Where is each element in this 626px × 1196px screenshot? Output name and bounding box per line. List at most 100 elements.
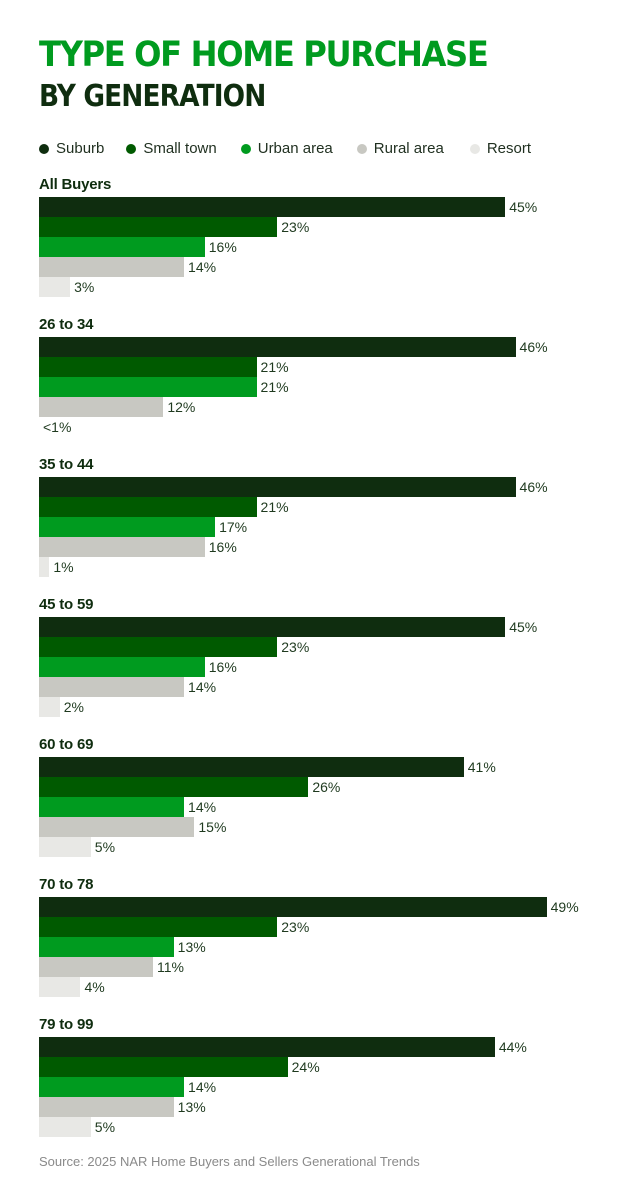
- bar-row-urban-area: 16%: [39, 237, 599, 257]
- bar-value-label: 2%: [63, 699, 84, 715]
- bar-value-label: 14%: [188, 259, 217, 275]
- bar-group: 26 to 34 46% 21% 21% 12% <1%: [39, 317, 599, 437]
- bar-group: 60 to 69 41% 26% 14% 15% 5%: [39, 737, 599, 857]
- bar-group: 79 to 99 44% 24% 14% 13% 5%: [39, 1017, 599, 1137]
- bar: [39, 617, 506, 637]
- bar-value-label: 41%: [467, 759, 496, 775]
- bar: [39, 1037, 495, 1057]
- bar-value-label: 16%: [208, 659, 237, 675]
- bar-value-label: 17%: [219, 519, 248, 535]
- bar-value-label: 16%: [208, 539, 237, 555]
- bar-row-suburb: 44%: [39, 1037, 599, 1057]
- bar: [39, 1057, 288, 1077]
- group-label: All Buyers: [39, 176, 112, 193]
- bar-value-label: 5%: [94, 839, 116, 855]
- bar: [39, 637, 278, 657]
- bar: [39, 1097, 174, 1117]
- legend-dot-icon: [126, 143, 137, 154]
- legend-item-resort: Resort: [469, 140, 532, 157]
- bar-group: 35 to 44 46% 21% 17% 16% 1%: [39, 457, 599, 577]
- legend-item-suburb: Suburb: [39, 140, 104, 157]
- legend-dot-icon: [469, 143, 480, 154]
- chart-title-line1: TYPE OF HOME PURCHASE: [39, 35, 489, 75]
- bar: [39, 477, 516, 497]
- bar-row-suburb: 46%: [39, 477, 599, 497]
- bar-row-rural-area: 13%: [39, 1097, 599, 1117]
- group-label: 79 to 99: [39, 1016, 94, 1033]
- bar-value-label: 24%: [291, 1059, 320, 1075]
- bar-value-label: <1%: [43, 419, 72, 435]
- bar-row-rural-area: 14%: [39, 677, 599, 697]
- legend-label: Small town: [143, 140, 217, 157]
- bar-value-label: 21%: [260, 499, 289, 515]
- bar: [39, 897, 547, 917]
- chart-legend: Suburb Small town Urban area Rural area Reso…: [39, 140, 531, 157]
- bar: [39, 377, 257, 397]
- bar-row-urban-area: 17%: [39, 517, 599, 537]
- bar: [39, 1077, 185, 1097]
- legend-dot-icon: [356, 143, 367, 154]
- bar: [39, 937, 174, 957]
- bar-value-label: 5%: [94, 1119, 116, 1135]
- bar-row-rural-area: 12%: [39, 397, 599, 417]
- group-label: 45 to 59: [39, 596, 94, 613]
- bar-value-label: 45%: [509, 199, 538, 215]
- bar-group: 45 to 59 45% 23% 16% 14% 2%: [39, 597, 599, 717]
- bar-row-suburb: 46%: [39, 337, 599, 357]
- group-label: 70 to 78: [39, 876, 94, 893]
- bar-value-label: 4%: [84, 979, 105, 995]
- legend-label: Urban area: [257, 140, 333, 157]
- bar-row-suburb: 45%: [39, 197, 599, 217]
- bar-row-resort: 3%: [39, 277, 599, 297]
- bar-value-label: 23%: [281, 219, 310, 235]
- bar: [39, 817, 195, 837]
- bar-row-small-town: 24%: [39, 1057, 599, 1077]
- bar: [39, 837, 91, 857]
- bar-row-resort: 5%: [39, 1117, 599, 1137]
- bar: [39, 497, 257, 517]
- bar: [39, 677, 185, 697]
- bar-value-label: 11%: [156, 959, 184, 975]
- bar-value-label: 12%: [167, 399, 196, 415]
- bar-value-label: 49%: [550, 899, 579, 915]
- bar-row-urban-area: 13%: [39, 937, 599, 957]
- bar: [39, 977, 81, 997]
- bar: [39, 517, 216, 537]
- bar-row-resort: 4%: [39, 977, 599, 997]
- bar-value-label: 21%: [260, 379, 289, 395]
- bar-row-suburb: 49%: [39, 897, 599, 917]
- bar-row-small-town: 23%: [39, 637, 599, 657]
- bar: [39, 917, 278, 937]
- legend-item-rural-area: Rural area: [356, 140, 444, 157]
- bar-value-label: 15%: [198, 819, 227, 835]
- bar-value-label: 13%: [177, 939, 206, 955]
- bar-group: All Buyers 45% 23% 16% 14% 3%: [39, 177, 599, 297]
- bar: [39, 197, 506, 217]
- bar: [39, 357, 257, 377]
- bar: [39, 257, 185, 277]
- bar: [39, 757, 464, 777]
- legend-item-urban-area: Urban area: [240, 140, 333, 157]
- legend-label: Resort: [486, 140, 532, 157]
- group-label: 35 to 44: [39, 456, 94, 473]
- bar-value-label: 45%: [509, 619, 538, 635]
- legend-label: Suburb: [56, 140, 105, 157]
- bar-row-rural-area: 16%: [39, 537, 599, 557]
- bar-row-resort: 5%: [39, 837, 599, 857]
- bar: [39, 557, 50, 577]
- legend-dot-icon: [240, 143, 251, 154]
- source-note: Source: 2025 NAR Home Buyers and Sellers…: [39, 1154, 420, 1169]
- bar-row-small-town: 21%: [39, 357, 599, 377]
- bar-row-rural-area: 15%: [39, 817, 599, 837]
- group-label: 26 to 34: [39, 316, 94, 333]
- bar: [39, 537, 205, 557]
- bar-row-urban-area: 16%: [39, 657, 599, 677]
- bar-row-small-town: 23%: [39, 217, 599, 237]
- bar-value-label: 14%: [188, 679, 217, 695]
- bar-row-resort: 1%: [39, 557, 599, 577]
- bar-value-label: 16%: [208, 239, 237, 255]
- bar-value-label: 23%: [281, 639, 310, 655]
- bar: [39, 697, 60, 717]
- bar: [39, 337, 516, 357]
- bar-value-label: 44%: [498, 1039, 527, 1055]
